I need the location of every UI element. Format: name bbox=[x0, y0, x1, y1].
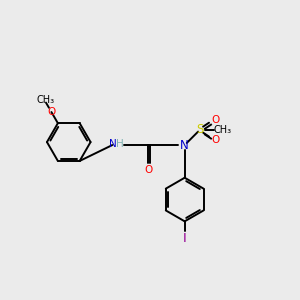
Text: S: S bbox=[196, 123, 204, 136]
Text: I: I bbox=[183, 232, 187, 245]
Text: O: O bbox=[212, 115, 220, 125]
Text: N: N bbox=[180, 139, 189, 152]
Text: O: O bbox=[212, 134, 220, 145]
Text: CH₃: CH₃ bbox=[36, 95, 55, 105]
Text: N: N bbox=[110, 139, 117, 149]
Text: CH₃: CH₃ bbox=[214, 124, 232, 135]
Text: H: H bbox=[116, 139, 124, 149]
Text: O: O bbox=[144, 165, 152, 175]
Text: O: O bbox=[47, 107, 56, 117]
